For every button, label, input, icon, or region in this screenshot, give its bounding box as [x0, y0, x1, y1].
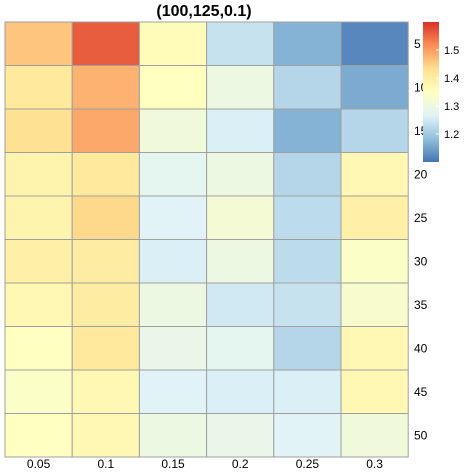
- heatmap-cell-20-0.2: [206, 152, 275, 197]
- heatmap-cell-20-0.05: [4, 152, 73, 197]
- heatmap-cell-5-0.2: [206, 21, 275, 66]
- heatmap-cell-20-0.15: [138, 152, 208, 197]
- legend-color-bar: [423, 22, 439, 162]
- heatmap-cell-15-0.15: [138, 108, 208, 153]
- heatmap-cell-20-0.1: [71, 152, 140, 197]
- heatmap-cell-40-0.15: [138, 326, 208, 371]
- heatmap-cell-10-0.2: [206, 65, 275, 110]
- heatmap-cell-5-0.15: [138, 21, 208, 66]
- heatmap-cell-35-0.2: [206, 282, 275, 327]
- x-tick-label: 0.15: [161, 457, 185, 471]
- heatmap-cell-10-0.05: [4, 65, 73, 110]
- heatmap-cell-50-0.3: [340, 413, 409, 458]
- heatmap-cell-35-0.1: [71, 282, 140, 327]
- legend-tick-label: 1.4: [444, 73, 459, 85]
- x-tick-label: 0.2: [232, 457, 249, 471]
- heatmap-cell-30-0.1: [71, 239, 140, 284]
- legend-tick-label: 1.2: [444, 129, 459, 141]
- x-axis-tick-labels: 0.05 0.1 0.15 0.2 0.25 0.3: [27, 457, 383, 471]
- heatmap-cell-50-0.2: [206, 413, 275, 458]
- legend-ticks: 1.2 1.3 1.4 1.5: [436, 45, 459, 141]
- heatmap-cell-45-0.2: [206, 369, 275, 414]
- heatmap-cell-30-0.3: [340, 239, 409, 284]
- y-tick-label: 25: [414, 211, 428, 225]
- heatmap-cell-25-0.2: [206, 195, 275, 240]
- heatmap-cell-30-0.05: [4, 239, 73, 284]
- heatmap-cell-5-0.3: [340, 21, 409, 66]
- heatmap-cell-15-0.1: [71, 108, 140, 153]
- x-tick-label: 0.05: [27, 457, 51, 471]
- y-tick-label: 40: [414, 341, 428, 355]
- heatmap-cell-50-0.05: [4, 413, 73, 458]
- heatmap-cell-35-0.25: [273, 282, 342, 327]
- heatmap-cells: [4, 21, 409, 458]
- y-tick-label: 45: [414, 385, 428, 399]
- heatmap-cell-10-0.3: [340, 65, 409, 110]
- heatmap-cell-50-0.25: [273, 413, 342, 458]
- heatmap-cell-25-0.25: [273, 195, 342, 240]
- heatmap-cell-20-0.25: [273, 152, 342, 197]
- heatmap-cell-10-0.25: [273, 65, 342, 110]
- heatmap-cell-45-0.25: [273, 369, 342, 414]
- y-tick-label: 20: [414, 167, 428, 181]
- heatmap-cell-30-0.25: [273, 239, 342, 284]
- heatmap-cell-5-0.05: [4, 21, 73, 66]
- heatmap-cell-30-0.15: [138, 239, 208, 284]
- heatmap-cell-35-0.15: [138, 282, 208, 327]
- heatmap-cell-25-0.05: [4, 195, 73, 240]
- heatmap-cell-10-0.15: [138, 65, 208, 110]
- y-tick-label: 35: [414, 298, 428, 312]
- legend-tick-label: 1.3: [444, 101, 459, 113]
- legend-tick-label: 1.5: [444, 45, 459, 57]
- heatmap-cell-5-0.25: [273, 21, 342, 66]
- chart-title: (100,125,0.1): [156, 3, 251, 20]
- heatmap-cell-30-0.2: [206, 239, 275, 284]
- heatmap-cell-50-0.1: [71, 413, 140, 458]
- y-tick-label: 30: [414, 254, 428, 268]
- heatmap-cell-40-0.25: [273, 326, 342, 371]
- heatmap-cell-15-0.25: [273, 108, 342, 153]
- heatmap-cell-45-0.15: [138, 369, 208, 414]
- heatmap-cell-40-0.1: [71, 326, 140, 371]
- heatmap-cell-15-0.3: [340, 108, 409, 153]
- heatmap-cell-40-0.05: [4, 326, 73, 371]
- heatmap-cell-50-0.15: [138, 413, 208, 458]
- x-tick-label: 0.1: [97, 457, 114, 471]
- heatmap-cell-45-0.1: [71, 369, 140, 414]
- heatmap-cell-5-0.1: [71, 21, 140, 66]
- heatmap-cell-45-0.3: [340, 369, 409, 414]
- heatmap-cell-25-0.1: [71, 195, 140, 240]
- y-tick-label: 5: [414, 37, 421, 51]
- heatmap-cell-25-0.3: [340, 195, 409, 240]
- heatmap-cell-35-0.3: [340, 282, 409, 327]
- heatmap-cell-45-0.05: [4, 369, 73, 414]
- y-tick-label: 50: [414, 428, 428, 442]
- heatmap-cell-15-0.2: [206, 108, 275, 153]
- heatmap-cell-15-0.05: [4, 108, 73, 153]
- heatmap-cell-10-0.1: [71, 65, 140, 110]
- heatmap-cell-40-0.3: [340, 326, 409, 371]
- heatmap-cell-20-0.3: [340, 152, 409, 197]
- heatmap-cell-35-0.05: [4, 282, 73, 327]
- color-legend: 1.2 1.3 1.4 1.5: [423, 22, 459, 162]
- x-tick-label: 0.3: [366, 457, 383, 471]
- heatmap-cell-25-0.15: [138, 195, 208, 240]
- x-tick-label: 0.25: [296, 457, 320, 471]
- heatmap-cell-40-0.2: [206, 326, 275, 371]
